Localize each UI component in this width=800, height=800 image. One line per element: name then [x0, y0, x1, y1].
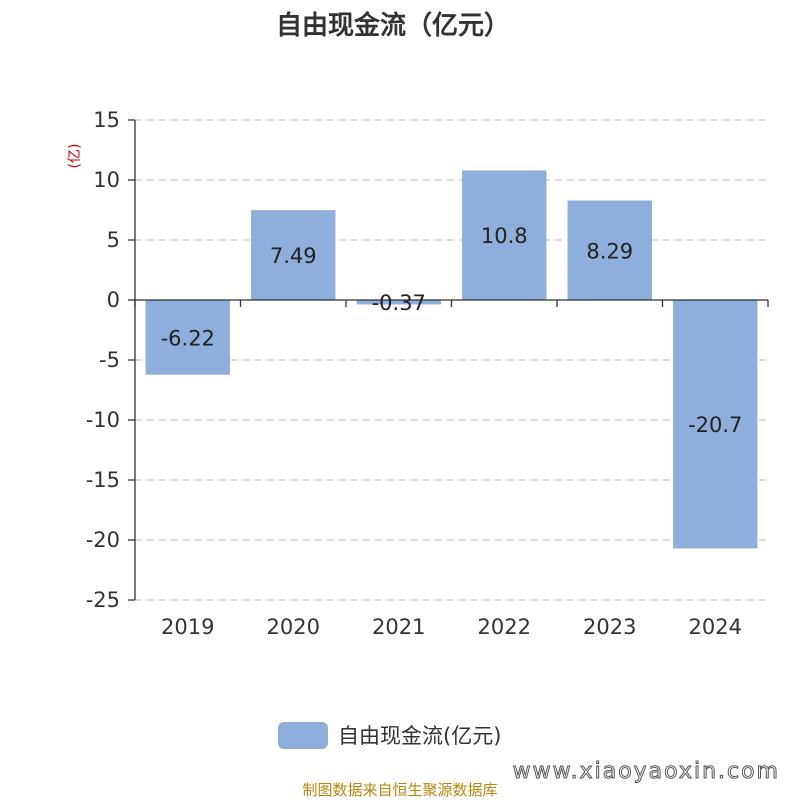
y-tick-label: -20	[86, 528, 120, 552]
x-tick-label: 2023	[583, 615, 636, 639]
legend-label: 自由现金流(亿元)	[338, 724, 501, 748]
x-tick-label: 2021	[372, 615, 425, 639]
legend-swatch	[278, 722, 328, 749]
y-tick-label: -15	[86, 468, 120, 492]
chart-title: 自由现金流（亿元）	[276, 10, 510, 41]
data-label-2024: -20.7	[688, 413, 742, 437]
x-tick-label: 2019	[161, 615, 214, 639]
bar-2022	[462, 170, 547, 300]
y-tick-label: -5	[99, 348, 120, 372]
bars	[145, 170, 758, 549]
data-label-2019: -6.22	[161, 326, 215, 350]
data-label-2021: -0.37	[372, 291, 426, 315]
y-unit-label: (亿)	[67, 144, 83, 169]
data-source-note: 制图数据来自恒生聚源数据库	[302, 781, 497, 799]
x-tick-label: 2020	[267, 615, 320, 639]
data-label-2023: 8.29	[586, 239, 633, 263]
bar-2021	[356, 300, 441, 305]
y-tick-label: 15	[93, 108, 120, 132]
bar-2019	[145, 300, 230, 375]
x-tick-label: 2022	[478, 615, 531, 639]
bar-2024	[673, 300, 758, 549]
legend[interactable]: 自由现金流(亿元)	[278, 722, 501, 749]
x-tick-labels: 2019 2020 2021 2022 2023 2024	[161, 615, 742, 639]
watermark: www.xiaoyaoxin.com	[513, 759, 780, 784]
bar-2020	[251, 210, 336, 300]
axes	[128, 119, 769, 601]
y-tick-labels: 15 10 5 0 -5 -10 -15 -20 -25	[86, 108, 120, 612]
y-tick-label: -10	[86, 408, 120, 432]
y-tick-label: -25	[86, 588, 120, 612]
x-tick-label: 2024	[689, 615, 742, 639]
data-label-2020: 7.49	[270, 244, 317, 268]
data-labels: -6.22 7.49 -0.37 10.8 8.29 -20.7	[161, 224, 743, 437]
data-label-2022: 10.8	[481, 224, 528, 248]
bar-2023	[567, 200, 652, 300]
y-tick-label: 0	[107, 288, 120, 312]
grid-lines	[135, 119, 768, 601]
y-tick-label: 5	[107, 228, 120, 252]
y-tick-label: 10	[93, 168, 120, 192]
